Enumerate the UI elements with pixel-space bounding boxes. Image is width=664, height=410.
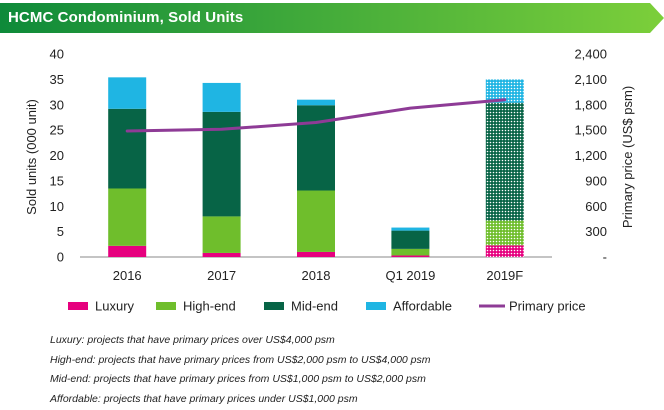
bar-affordable-0 xyxy=(108,77,147,109)
bar-forecast-pattern-high_end xyxy=(485,220,524,246)
legend: Luxury High-end Mid-end Affordable Primary p… xyxy=(68,299,586,314)
bar-luxury-2 xyxy=(297,251,335,257)
chart-canvas: 0 5 10 15 20 25 30 35 40 - 300 600 900 1,200 1,500 1,8… xyxy=(24,47,635,314)
bar-affordable-1 xyxy=(202,82,241,112)
primary-price-line xyxy=(125,98,507,133)
bar-forecast-pattern-affordable xyxy=(485,79,524,103)
bar-mid_end-2 xyxy=(297,105,335,191)
bar-high_end-0 xyxy=(108,188,147,246)
y-tick-left: 10 xyxy=(50,199,64,214)
y-tick-left: 0 xyxy=(57,250,64,265)
bar-luxury-1 xyxy=(202,252,241,257)
y-tick-left: 5 xyxy=(57,224,64,239)
legend-swatch-high_end xyxy=(156,302,176,310)
footnote-luxury: Luxury: projects that have primary price… xyxy=(50,334,335,346)
x-tick-label: 2018 xyxy=(302,268,331,283)
bar-luxury-3 xyxy=(391,255,430,257)
bar-luxury-0 xyxy=(108,245,147,257)
footnote-mid-end: Mid-end: projects that have primary pric… xyxy=(50,373,426,385)
title-banner xyxy=(0,3,664,33)
primary-price-line-layer xyxy=(125,98,507,133)
y-tick-right: 1,200 xyxy=(574,148,607,163)
x-tick-label: 2019F xyxy=(486,268,523,283)
bar-mid_end-3 xyxy=(391,230,430,249)
right-axis-ticks: - 300 600 900 1,200 1,500 1,800 2,100 2,400 xyxy=(574,47,607,265)
y-tick-left: 40 xyxy=(50,47,64,62)
left-axis-ticks: 0 5 10 15 20 25 30 35 40 xyxy=(50,47,64,265)
footnote-affordable: Affordable: projects that have primary p… xyxy=(50,392,358,405)
bar-high_end-2 xyxy=(297,190,335,252)
y-tick-left: 20 xyxy=(50,148,64,163)
x-tick-label: 2017 xyxy=(207,268,236,283)
bar-mid_end-0 xyxy=(108,108,147,189)
legend-swatch-affordable xyxy=(366,302,386,310)
y-tick-right: 600 xyxy=(585,199,607,214)
footnotes: Luxury: projects that have primary price… xyxy=(50,331,431,409)
y-tick-left: 30 xyxy=(50,97,64,112)
bar-high_end-1 xyxy=(202,216,241,253)
y-axis-label-left: Sold units (000 unit) xyxy=(24,99,39,215)
y-tick-left: 25 xyxy=(50,123,64,138)
y-axis-label-right: Primary price (US$ psm) xyxy=(620,86,635,228)
legend-label-affordable: Affordable xyxy=(393,299,452,314)
y-tick-right: - xyxy=(603,250,607,265)
y-tick-left: 15 xyxy=(50,173,64,188)
legend-label-high_end: High-end xyxy=(183,299,236,314)
y-tick-right: 900 xyxy=(585,173,607,188)
y-tick-right: 2,400 xyxy=(574,47,607,62)
legend-label-primary_price: Primary price xyxy=(509,299,586,314)
bar-forecast-pattern-mid_end xyxy=(485,102,524,221)
bar-high_end-3 xyxy=(391,248,430,256)
bar-forecast-pattern-luxury xyxy=(485,245,524,257)
bar-affordable-3 xyxy=(391,227,430,231)
bar-stacks xyxy=(108,77,524,257)
category-labels: 2016 2017 2018 Q1 2019 2019F xyxy=(113,268,524,283)
chart-title: HCMC Condominium, Sold Units xyxy=(8,9,244,26)
y-tick-right: 1,800 xyxy=(574,97,607,112)
y-tick-right: 300 xyxy=(585,224,607,239)
legend-label-mid_end: Mid-end xyxy=(291,299,338,314)
y-tick-left: 35 xyxy=(50,72,64,87)
x-tick-label: 2016 xyxy=(113,268,142,283)
x-tick-label: Q1 2019 xyxy=(385,268,435,283)
legend-label-luxury: Luxury xyxy=(95,299,135,314)
legend-swatch-mid_end xyxy=(264,302,284,310)
bar-affordable-2 xyxy=(297,99,335,106)
y-tick-right: 2,100 xyxy=(574,72,607,87)
footnote-high-end: High-end: projects that have primary pri… xyxy=(50,353,431,366)
legend-swatch-luxury xyxy=(68,302,88,310)
y-tick-right: 1,500 xyxy=(574,123,607,138)
